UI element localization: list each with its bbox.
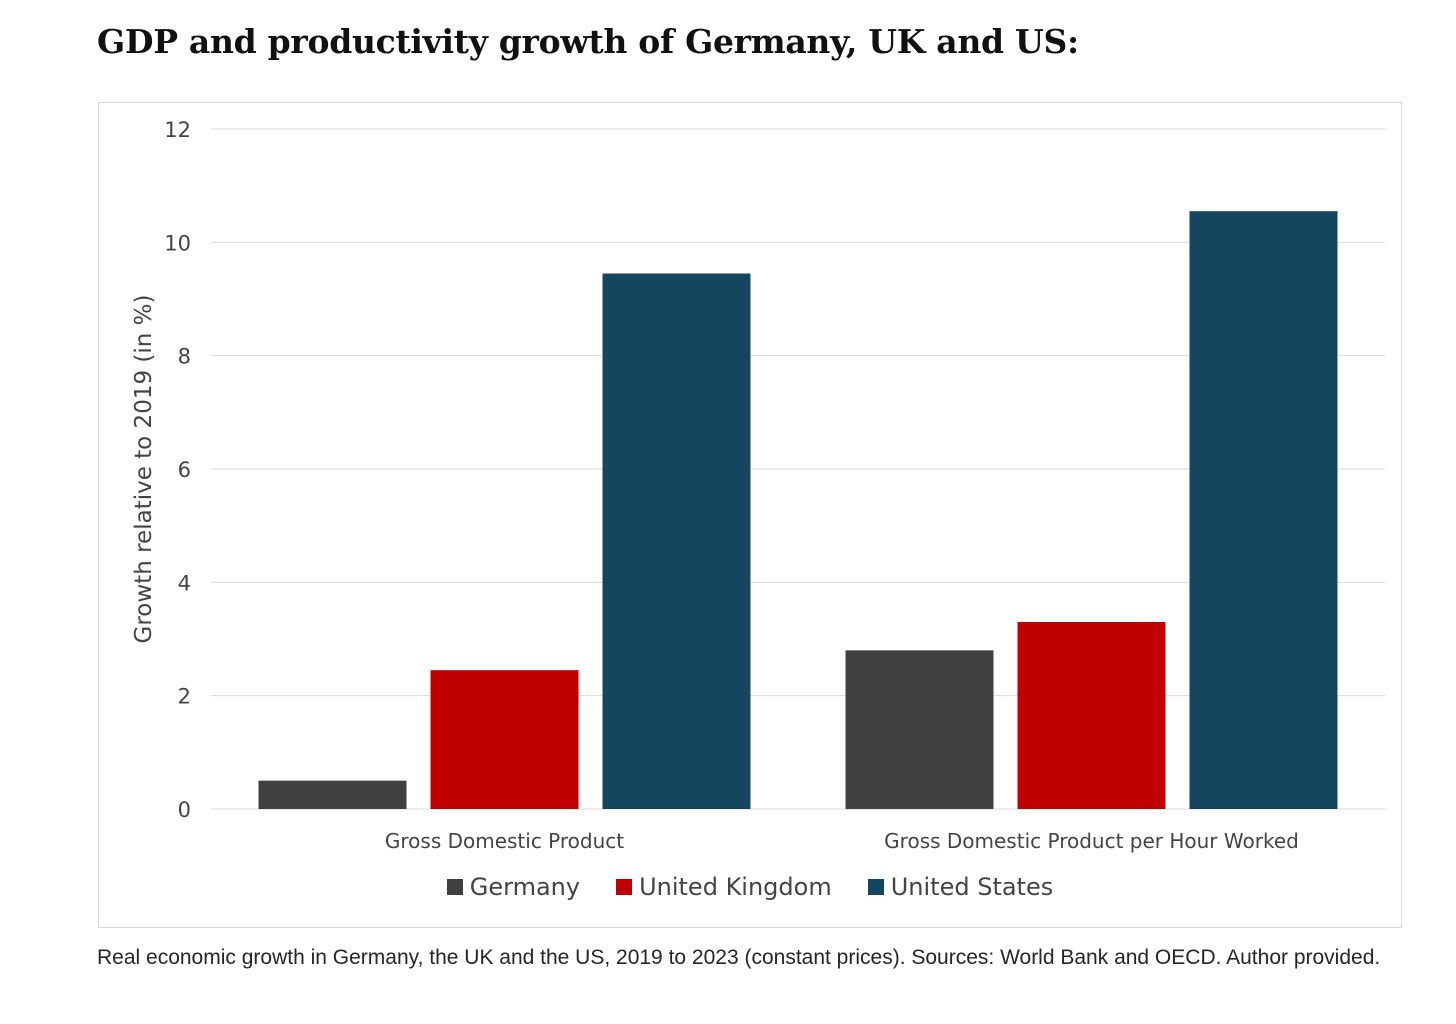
bars — [258, 211, 1338, 810]
bar-united-states — [602, 273, 751, 809]
y-axis-ticks: 0 2 4 6 8 10 12 — [164, 118, 191, 822]
legend-label: Germany — [469, 873, 581, 901]
figure-caption: Real economic growth in Germany, the UK … — [97, 946, 1381, 969]
legend-item: United States — [867, 873, 1054, 901]
y-tick-label: 8 — [178, 345, 191, 369]
y-tick-label: 0 — [178, 798, 191, 822]
x-category-label: Gross Domestic Product per Hour Worked — [884, 829, 1299, 853]
legend: Germany United Kingdom United States — [99, 873, 1401, 901]
y-tick-label: 12 — [164, 118, 191, 142]
bar-germany — [845, 650, 994, 809]
legend-swatch — [446, 879, 463, 895]
bar-united-kingdom — [430, 670, 579, 809]
bar-united-kingdom — [1017, 622, 1166, 809]
legend-swatch — [616, 879, 633, 895]
gridlines — [211, 128, 1385, 810]
chart-frame: 0 2 4 6 8 10 12 Gross Domestic Product Gross Do… — [98, 102, 1402, 928]
legend-label: United Kingdom — [639, 873, 832, 901]
legend-item: United Kingdom — [616, 873, 832, 901]
y-axis-label: Growth relative to 2019 (in %) — [131, 295, 157, 644]
y-tick-label: 2 — [178, 685, 191, 709]
y-tick-label: 4 — [178, 571, 191, 595]
legend-swatch — [867, 879, 884, 895]
bar-united-states — [1189, 211, 1338, 810]
legend-label: United States — [890, 873, 1054, 901]
legend-item: Germany — [446, 873, 581, 901]
x-axis-categories: Gross Domestic Product Gross Domestic Pro… — [385, 829, 1299, 853]
bar-germany — [258, 780, 407, 809]
y-tick-label: 10 — [164, 231, 191, 255]
page-title: GDP and productivity growth of Germany, … — [97, 22, 1079, 61]
y-tick-label: 6 — [178, 458, 191, 482]
x-category-label: Gross Domestic Product — [385, 829, 624, 853]
